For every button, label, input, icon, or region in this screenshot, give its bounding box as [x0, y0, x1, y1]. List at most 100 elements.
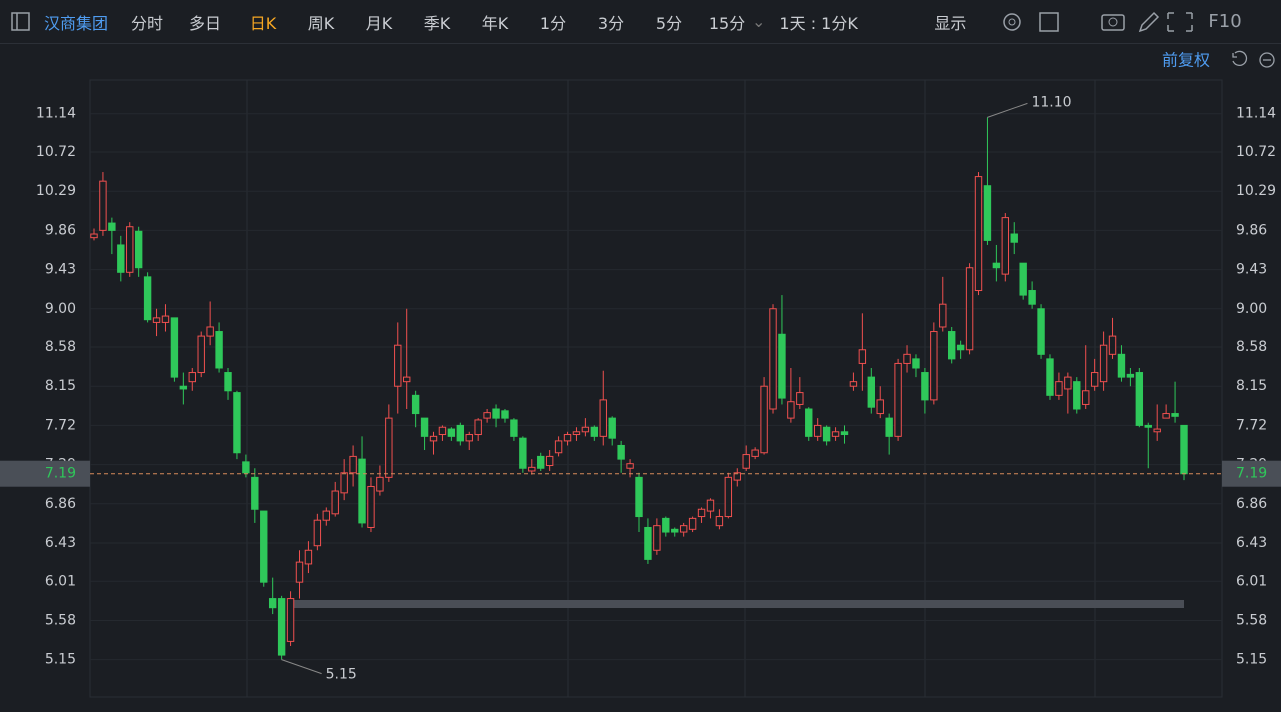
candle-body	[117, 244, 125, 273]
y-tick-label: 7.72	[45, 417, 76, 433]
candle-body	[1117, 353, 1126, 378]
candle-body	[108, 222, 116, 231]
candle-body	[831, 431, 840, 437]
candle-body	[1082, 390, 1090, 405]
y-tick-label: 5.15	[45, 652, 76, 668]
candle-body	[1171, 413, 1179, 417]
candle-body	[805, 408, 813, 437]
candle-body	[554, 440, 563, 454]
candle-body	[965, 267, 974, 351]
candle-body	[644, 526, 652, 560]
y-tick-label: 8.58	[45, 339, 76, 355]
candle-body	[608, 417, 616, 439]
candle-body	[1135, 372, 1144, 426]
candle-body	[179, 385, 188, 390]
period-tab[interactable]: 日K	[249, 13, 277, 33]
y-tick-label: 9.43	[45, 262, 76, 278]
period-tab[interactable]: 3分	[597, 13, 625, 33]
candle-body	[679, 525, 688, 533]
candle-body	[849, 381, 858, 387]
candle-body	[90, 233, 98, 239]
period-tab[interactable]: 周K	[307, 13, 335, 33]
candle-body	[733, 472, 741, 481]
y-tick-label-right: 6.43	[1236, 535, 1267, 551]
display[interactable]: 显示	[934, 13, 967, 33]
range-band	[291, 600, 1184, 608]
candle-body	[724, 476, 733, 518]
candle-body	[295, 561, 304, 583]
candle-body	[1099, 344, 1108, 383]
period-tab[interactable]: 季K	[423, 13, 451, 33]
candle-body	[992, 262, 1001, 269]
candle-body	[778, 333, 786, 399]
candle-body	[340, 472, 348, 494]
candle-body	[581, 426, 590, 433]
candle-body	[626, 463, 634, 469]
candle-body	[858, 349, 867, 364]
candle-body	[277, 598, 286, 656]
candle-body	[126, 226, 134, 273]
candle-body	[349, 455, 357, 474]
candle-body	[367, 485, 375, 528]
candle-body	[572, 431, 581, 436]
candle-body	[1126, 373, 1135, 378]
period-tab[interactable]: 年K	[481, 13, 509, 33]
y-tick-label-right: 6.01	[1236, 573, 1267, 589]
candle-body	[251, 476, 259, 510]
period-tab[interactable]: 月K	[365, 13, 393, 33]
interval[interactable]: 1天 : 1分K	[779, 13, 858, 33]
period-tab[interactable]: 5分	[655, 13, 683, 33]
candle-body	[983, 185, 992, 241]
candle-body	[903, 353, 911, 364]
candle-body	[760, 385, 768, 454]
adjust-mode[interactable]: 前复权	[1162, 51, 1210, 70]
stock-name[interactable]: 汉商集团	[44, 13, 109, 33]
candle-body	[1153, 428, 1161, 433]
candle-body	[956, 344, 965, 351]
y-tick-label-right: 8.58	[1236, 339, 1267, 355]
candle-body	[671, 528, 679, 533]
period-tab[interactable]: 多日	[189, 13, 222, 33]
candle-body	[537, 455, 545, 469]
y-tick-label: 9.00	[45, 301, 76, 317]
candle-body	[358, 458, 366, 524]
candle-body	[599, 399, 607, 437]
candle-body	[242, 461, 250, 474]
candle-body	[394, 344, 402, 387]
candle-body	[939, 303, 947, 328]
candle-body	[161, 315, 170, 323]
candle-body	[590, 426, 599, 437]
candle-body	[912, 358, 920, 369]
candle-body	[769, 308, 777, 410]
candle-body	[787, 401, 795, 419]
v-grid	[246, 80, 1096, 697]
period-tab[interactable]: 15分	[708, 13, 746, 33]
y-tick-label: 8.15	[45, 378, 76, 394]
candle-body	[447, 428, 456, 437]
period-tab[interactable]: 分时	[131, 13, 164, 33]
candle-body	[1180, 424, 1188, 475]
sidebar-icon[interactable]	[0, 0, 44, 44]
f10[interactable]: F10	[1208, 11, 1242, 32]
candle-body	[545, 455, 554, 467]
candle-body	[1064, 376, 1072, 390]
candle-body	[286, 598, 295, 642]
candle-body	[635, 476, 643, 518]
candle-body	[501, 410, 509, 419]
candle-body	[483, 412, 491, 419]
candle-body	[1037, 308, 1045, 355]
candle-body	[1019, 262, 1027, 296]
candle-body	[653, 525, 661, 551]
candle-body	[1108, 335, 1117, 355]
candle-body	[921, 372, 929, 401]
candle-body	[1055, 381, 1063, 396]
candle-body	[948, 331, 956, 360]
candle-body	[528, 466, 536, 472]
candle-body	[1046, 358, 1054, 396]
candle-body	[474, 419, 482, 436]
candle-body	[134, 230, 143, 269]
candle-body	[331, 490, 339, 515]
period-tab[interactable]: 1分	[539, 13, 567, 33]
high-leader	[987, 102, 1028, 118]
candle-body	[894, 362, 902, 437]
